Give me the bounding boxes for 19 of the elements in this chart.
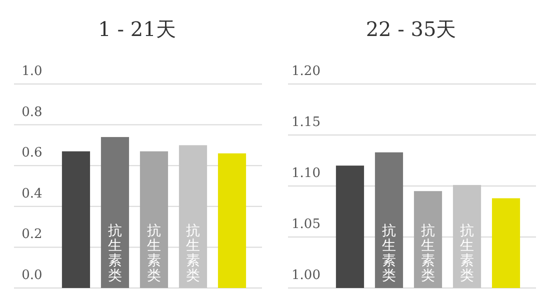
y-tick-label: 0.6 [22, 146, 42, 161]
y-tick-label: 0.8 [22, 104, 42, 120]
y-tick-label: 1.10 [292, 166, 320, 181]
y-tick-label: 1.20 [292, 64, 320, 79]
x-tick-label: 抗生素类 [460, 223, 474, 284]
x-tick-label: 抗生素类 [147, 223, 161, 284]
chart-title: 1 - 21天 [98, 17, 176, 41]
y-tick-label: 0.4 [22, 186, 42, 202]
y-tick-label: 1.00 [292, 268, 320, 283]
x-tick-label: 抗生素类 [186, 223, 200, 284]
x-tick-label: 抗生素类 [421, 223, 435, 284]
y-tick-label: 1.05 [292, 217, 320, 232]
chart-title: 22 - 35天 [366, 17, 456, 41]
y-tick-label: 1.15 [292, 115, 320, 130]
x-tick-label: 抗生素类 [382, 223, 396, 284]
y-tick-label: 1.0 [22, 64, 42, 79]
x-tick-label: 抗生素类 [108, 223, 122, 284]
y-tick-label: 0.0 [22, 268, 42, 283]
y-tick-label: 0.2 [22, 227, 42, 242]
